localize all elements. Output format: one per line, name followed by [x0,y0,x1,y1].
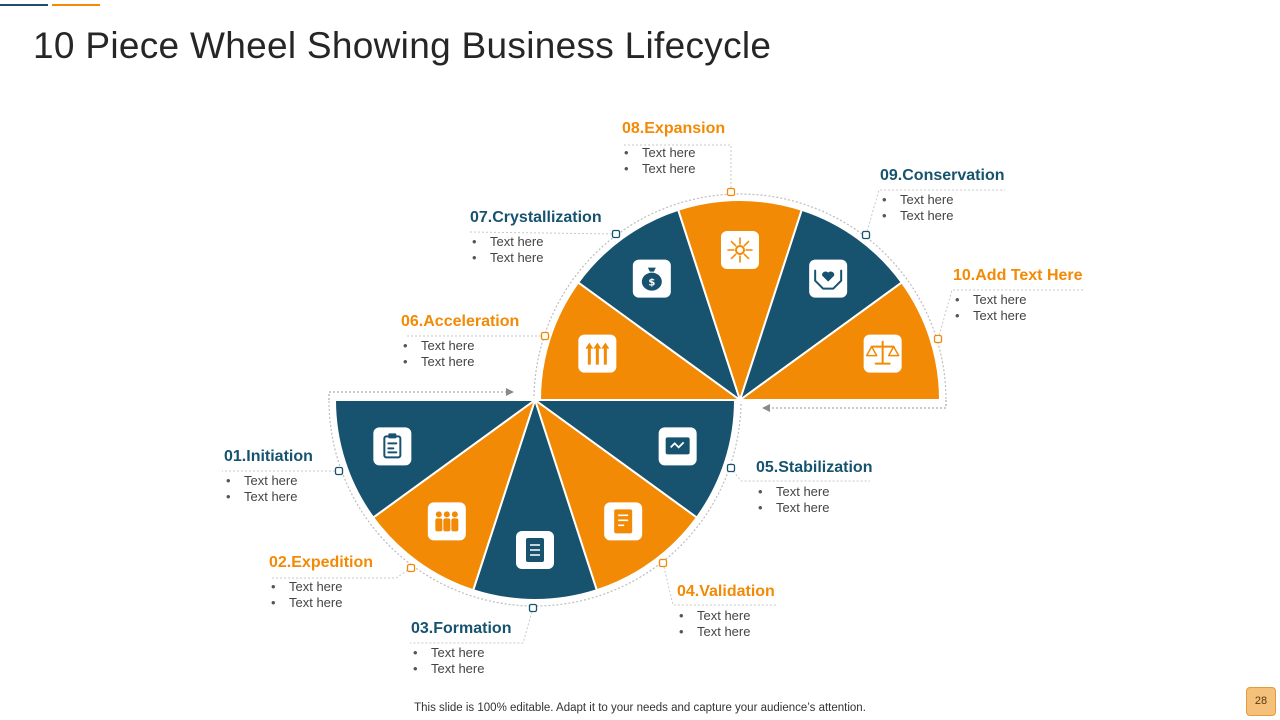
stage-bullet: Text here [953,308,1083,324]
stage-heading: 01.Initiation [224,448,313,465]
stage-bullet: Text here [470,234,602,250]
wheel-segment-3 [471,396,599,601]
stage-bullet: Text here [880,192,1004,208]
stage-label-4: 04.Validation Text here Text here [677,582,775,640]
stage-bullet: Text here [677,608,775,624]
stage-bullets: Text here Text here [622,145,725,177]
stage-label-6: 06.Acceleration Text here Text here [401,312,519,370]
flow-arrow-left [328,388,514,400]
stage-label-5: 05.Stabilization Text here Text here [756,458,872,516]
stage-label-2: 02.Expedition Text here Text here [269,553,373,611]
stage-bullet: Text here [622,145,725,161]
svg-text:$: $ [648,278,655,289]
stage-label-9: 09.Conservation Text here Text here [880,166,1004,224]
stage-bullet: Text here [224,473,313,489]
ring-marker-6 [540,331,550,341]
trend-monitor-icon [658,427,697,466]
leader-line-4 [662,562,778,606]
ring-marker-4 [658,558,668,568]
stage-heading: 06.Acceleration [401,313,520,330]
stage-label-8: 08.Expansion Text here Text here [622,119,725,177]
stage-bullet: Text here [756,484,872,500]
stage-label-3: 03.Formation Text here Text here [411,619,511,677]
stage-bullet: Text here [411,661,511,677]
ring-marker-3 [528,603,538,613]
stage-label-7: 07.Crystallization Text here Text here [470,208,602,266]
team-icon [427,502,466,541]
clipboard-icon [373,427,412,466]
stage-heading: 05.Stabilization [756,459,873,476]
stage-bullets: Text here Text here [224,473,313,505]
ring-marker-9 [861,230,871,240]
leader-line-5 [730,467,870,482]
wheel-segment-9 [738,208,904,403]
top-accent-line-blue [0,4,48,6]
stage-bullet: Text here [622,161,725,177]
slide-title: 10 Piece Wheel Showing Business Lifecycl… [33,25,772,66]
stage-heading: 03.Formation [411,620,512,637]
stage-bullet: Text here [401,354,519,370]
stage-bullet: Text here [269,579,373,595]
stage-heading: 09.Conservation [880,167,1005,184]
stage-heading: 04.Validation [677,583,775,600]
page-number: 28 [1246,687,1276,716]
expand-network-icon [721,231,759,269]
ring-marker-7 [611,229,621,239]
stage-bullets: Text here Text here [677,608,775,640]
stage-heading: 10.Add Text Here [953,267,1083,284]
checklist-icon [516,531,554,569]
document-icon [604,502,643,541]
flow-arrow-right [762,400,947,412]
up-arrows-icon [578,334,617,373]
stage-bullets: Text here Text here [953,292,1083,324]
stage-label-1: 01.Initiation Text here Text here [224,447,313,505]
ring-marker-5 [726,463,736,473]
stage-bullet: Text here [880,208,1004,224]
stage-bullets: Text here Text here [470,234,602,266]
wheel-segment-8 [676,199,804,404]
stage-heading: 07.Crystallization [470,209,602,226]
stage-bullet: Text here [411,645,511,661]
stage-bullet: Text here [401,338,519,354]
ring-marker-10 [933,334,943,344]
stage-heading: 08.Expansion [622,120,726,137]
balance-scale-icon [863,334,902,373]
ring-marker-8 [726,187,736,197]
stage-bullet: Text here [677,624,775,640]
stage-bullets: Text here Text here [269,579,373,611]
leader-line-3 [410,607,534,644]
stage-bullet: Text here [953,292,1083,308]
hands-heart-icon [809,259,848,298]
stage-label-10: 10.Add Text Here Text here Text here [953,266,1083,324]
stage-bullet: Text here [269,595,373,611]
money-bag-icon: $ [632,259,671,298]
stage-bullet: Text here [756,500,872,516]
stage-heading: 02.Expedition [269,554,374,571]
ring-marker-1 [334,466,344,476]
stage-bullets: Text here Text here [401,338,519,370]
footer-note: This slide is 100% editable. Adapt it to… [414,702,866,714]
stage-bullets: Text here Text here [756,484,872,516]
stage-bullets: Text here Text here [411,645,511,677]
stage-bullet: Text here [224,489,313,505]
top-accent-line-orange [52,4,100,6]
stage-bullet: Text here [470,250,602,266]
wheel-segment-4 [533,397,699,592]
wheel-segment-7 [576,208,742,403]
leader-line-10 [937,289,1084,340]
ring-marker-2 [406,563,416,573]
stage-bullets: Text here Text here [880,192,1004,224]
wheel-segment-2 [371,397,537,592]
